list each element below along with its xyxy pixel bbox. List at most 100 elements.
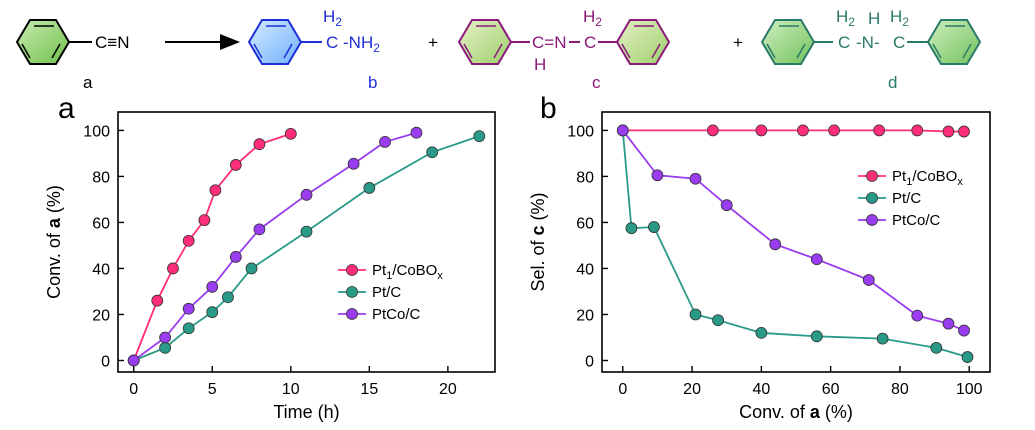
compound-d-label: d: [888, 73, 897, 92]
legend-marker: [866, 192, 878, 204]
x-tick-label: 80: [891, 381, 909, 398]
series-line-ptco: [622, 129, 965, 332]
compound-a-label: a: [83, 73, 93, 92]
data-point-ptc: [473, 130, 486, 143]
data-point-pt1: [167, 262, 179, 275]
data-point-pt1: [942, 125, 955, 138]
data-point-ptc: [222, 291, 234, 304]
nitrile-group: C≡N: [95, 33, 129, 52]
data-point-ptc: [363, 182, 376, 194]
compound-c: C=N H H2 C c: [457, 7, 671, 92]
benzene-ring-icon: [15, 19, 71, 65]
x-tick-label: 10: [282, 381, 300, 398]
data-point-pt1: [229, 159, 242, 171]
legend-marker: [346, 308, 358, 320]
benzene-ring-icon: [615, 19, 671, 65]
y-tick-label: 60: [576, 215, 594, 232]
data-point-ptc: [245, 262, 258, 275]
legend-marker: [866, 170, 878, 182]
data-point-ptco: [862, 274, 875, 286]
data-point-ptco: [942, 317, 955, 330]
y-tick-label: 100: [83, 123, 110, 140]
data-point-ptco: [689, 172, 702, 185]
benzene-ring-icon: [760, 19, 816, 65]
y-tick-label: 60: [92, 215, 110, 232]
x-tick-label: 5: [208, 381, 217, 398]
data-point-ptco: [958, 324, 970, 337]
compound-a: C≡N a: [15, 19, 129, 92]
y-axis-title: Sel. of c (%): [528, 192, 548, 291]
data-point-ptco: [159, 331, 172, 344]
y-tick-label: 0: [101, 353, 110, 370]
data-point-ptco: [347, 157, 360, 170]
data-point-ptc: [625, 222, 638, 235]
series-line-ptco: [133, 131, 417, 362]
legend-marker: [866, 214, 878, 226]
x-tick-label: 15: [360, 381, 378, 398]
data-point-ptc: [300, 225, 313, 238]
plot-frame: [117, 111, 496, 373]
data-point-ptc: [755, 326, 768, 339]
y-tick-label: 20: [576, 307, 594, 324]
plot-frame: [601, 111, 991, 373]
data-point-pt1: [911, 124, 924, 137]
svg-text:H: H: [534, 55, 546, 74]
data-point-pt1: [755, 124, 768, 137]
y-tick-label: 40: [576, 261, 594, 278]
plus-sign-2: +: [733, 33, 743, 52]
svg-text:C: C: [893, 33, 905, 52]
y-tick-label: 80: [92, 169, 110, 186]
data-point-pt1: [958, 125, 970, 138]
compound-b-label: b: [368, 73, 377, 92]
panel-letter: b: [540, 92, 557, 125]
svg-text:C=N: C=N: [532, 33, 566, 52]
data-point-ptc: [159, 341, 172, 354]
x-tick-label: 0: [129, 381, 138, 398]
svg-text:H: H: [868, 9, 880, 28]
legend-marker: [346, 286, 358, 298]
legend-label: PtCo/C: [372, 306, 421, 323]
data-point-pt1: [182, 234, 195, 247]
panel-letter: a: [58, 92, 75, 125]
data-point-pt1: [209, 184, 222, 197]
data-point-pt1: [151, 294, 164, 307]
data-point-ptco: [127, 354, 140, 367]
compound-b: H2 C -NH2 b: [247, 7, 380, 92]
x-axis-title: Time (h): [273, 402, 339, 422]
data-point-ptc: [961, 351, 974, 363]
x-tick-label: 100: [956, 381, 983, 398]
data-point-ptco: [720, 199, 733, 212]
x-tick-label: 60: [822, 381, 840, 398]
y-tick-label: 40: [92, 261, 110, 278]
svg-text:C: C: [326, 33, 338, 52]
data-point-ptco: [410, 126, 423, 139]
data-point-pt1: [253, 138, 266, 151]
legend-label: Pt/C: [892, 190, 921, 207]
legend-label: Pt1/CoBOx: [372, 262, 443, 282]
legend-label: PtCo/C: [892, 212, 941, 229]
data-point-ptco: [769, 238, 782, 251]
data-point-ptco: [182, 302, 195, 315]
data-point-ptc: [810, 330, 823, 343]
legend-label: Pt/C: [372, 284, 401, 301]
svg-text:-N-: -N-: [856, 33, 880, 52]
data-point-ptc: [689, 308, 702, 321]
data-point-pt1: [706, 124, 719, 137]
x-tick-label: 20: [439, 381, 457, 398]
data-point-ptco: [911, 309, 924, 322]
benzene-ring-icon: [926, 19, 982, 65]
svg-text:H2: H2: [583, 7, 602, 29]
data-point-ptc: [930, 341, 943, 354]
benzene-ring-icon: [457, 19, 513, 65]
benzene-ring-icon: [247, 19, 303, 65]
reaction-scheme: C≡N a H2 C -NH2 b + C=N H H2: [15, 7, 982, 92]
data-point-ptc: [712, 314, 724, 327]
data-point-ptco: [810, 253, 823, 266]
data-point-ptco: [206, 280, 219, 293]
y-tick-label: 0: [585, 353, 594, 370]
svg-text:H2: H2: [890, 7, 909, 29]
y-tick-label: 20: [92, 307, 110, 324]
chart-panel-a: 0 5 10 15 20 0 20 40 60 80 100 a Time (h) Conv. of a …: [44, 92, 496, 422]
svg-text:H2: H2: [323, 7, 342, 29]
data-point-ptco: [379, 136, 391, 148]
